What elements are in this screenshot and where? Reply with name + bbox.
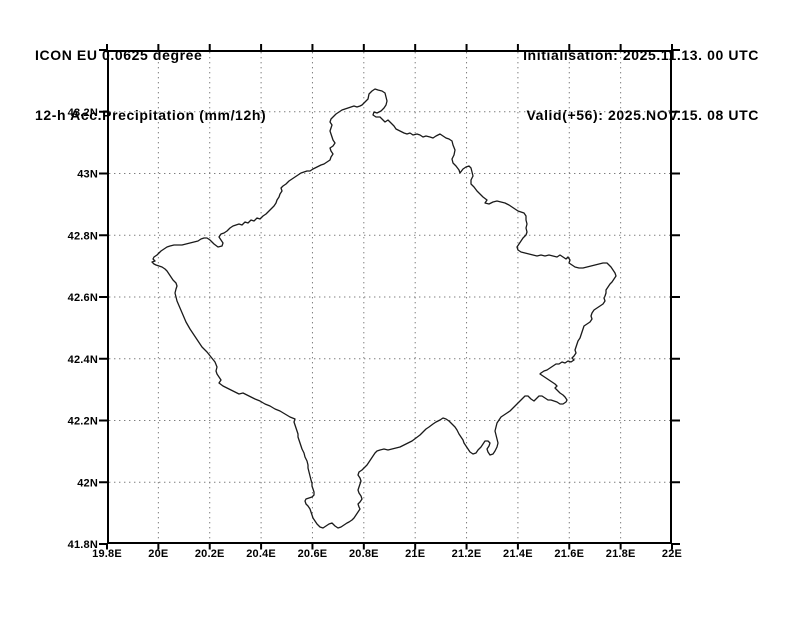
plot-frame <box>107 50 672 544</box>
x-tick-label: 21.8E <box>606 548 636 560</box>
x-tick-label: 20.4E <box>246 548 276 560</box>
x-tick-label: 21.6E <box>554 548 584 560</box>
kosovo-outline <box>151 88 617 529</box>
y-tick-label: 42.8N <box>68 230 98 242</box>
y-tick-label: 42.6N <box>68 292 98 304</box>
lat-lon-gridlines <box>109 52 671 543</box>
x-tick-label: 21.2E <box>452 548 482 560</box>
y-tick-label: 41.8N <box>68 539 98 551</box>
y-tick-label: 42N <box>77 477 98 489</box>
axis-ticks <box>99 44 680 550</box>
y-tick-label: 43.2N <box>68 107 98 119</box>
x-tick-label: 19.8E <box>92 548 122 560</box>
x-tick-label: 20E <box>148 548 168 560</box>
x-tick-label: 20.6E <box>298 548 328 560</box>
x-tick-label: 20.8E <box>349 548 379 560</box>
y-tick-label: 42.2N <box>68 416 98 428</box>
y-tick-label: 42.4N <box>68 354 98 366</box>
y-tick-label: 43N <box>77 169 98 181</box>
x-tick-label: 21E <box>405 548 425 560</box>
y-axis-labels: 41.8N 42N 42.2N 42.4N 42.6N 42.8N 43N 43.2N <box>68 107 98 551</box>
x-axis-labels: 19.8E 20E 20.2E 20.4E 20.6E 20.8E 21E 21.2E 21.4… <box>92 548 682 560</box>
x-tick-label: 21.4E <box>503 548 533 560</box>
x-tick-label: 20.2E <box>195 548 225 560</box>
valid-time: Valid(+56): 2025.NOV.15. 08 UTC <box>526 107 759 123</box>
x-tick-label: 22E <box>662 548 682 560</box>
